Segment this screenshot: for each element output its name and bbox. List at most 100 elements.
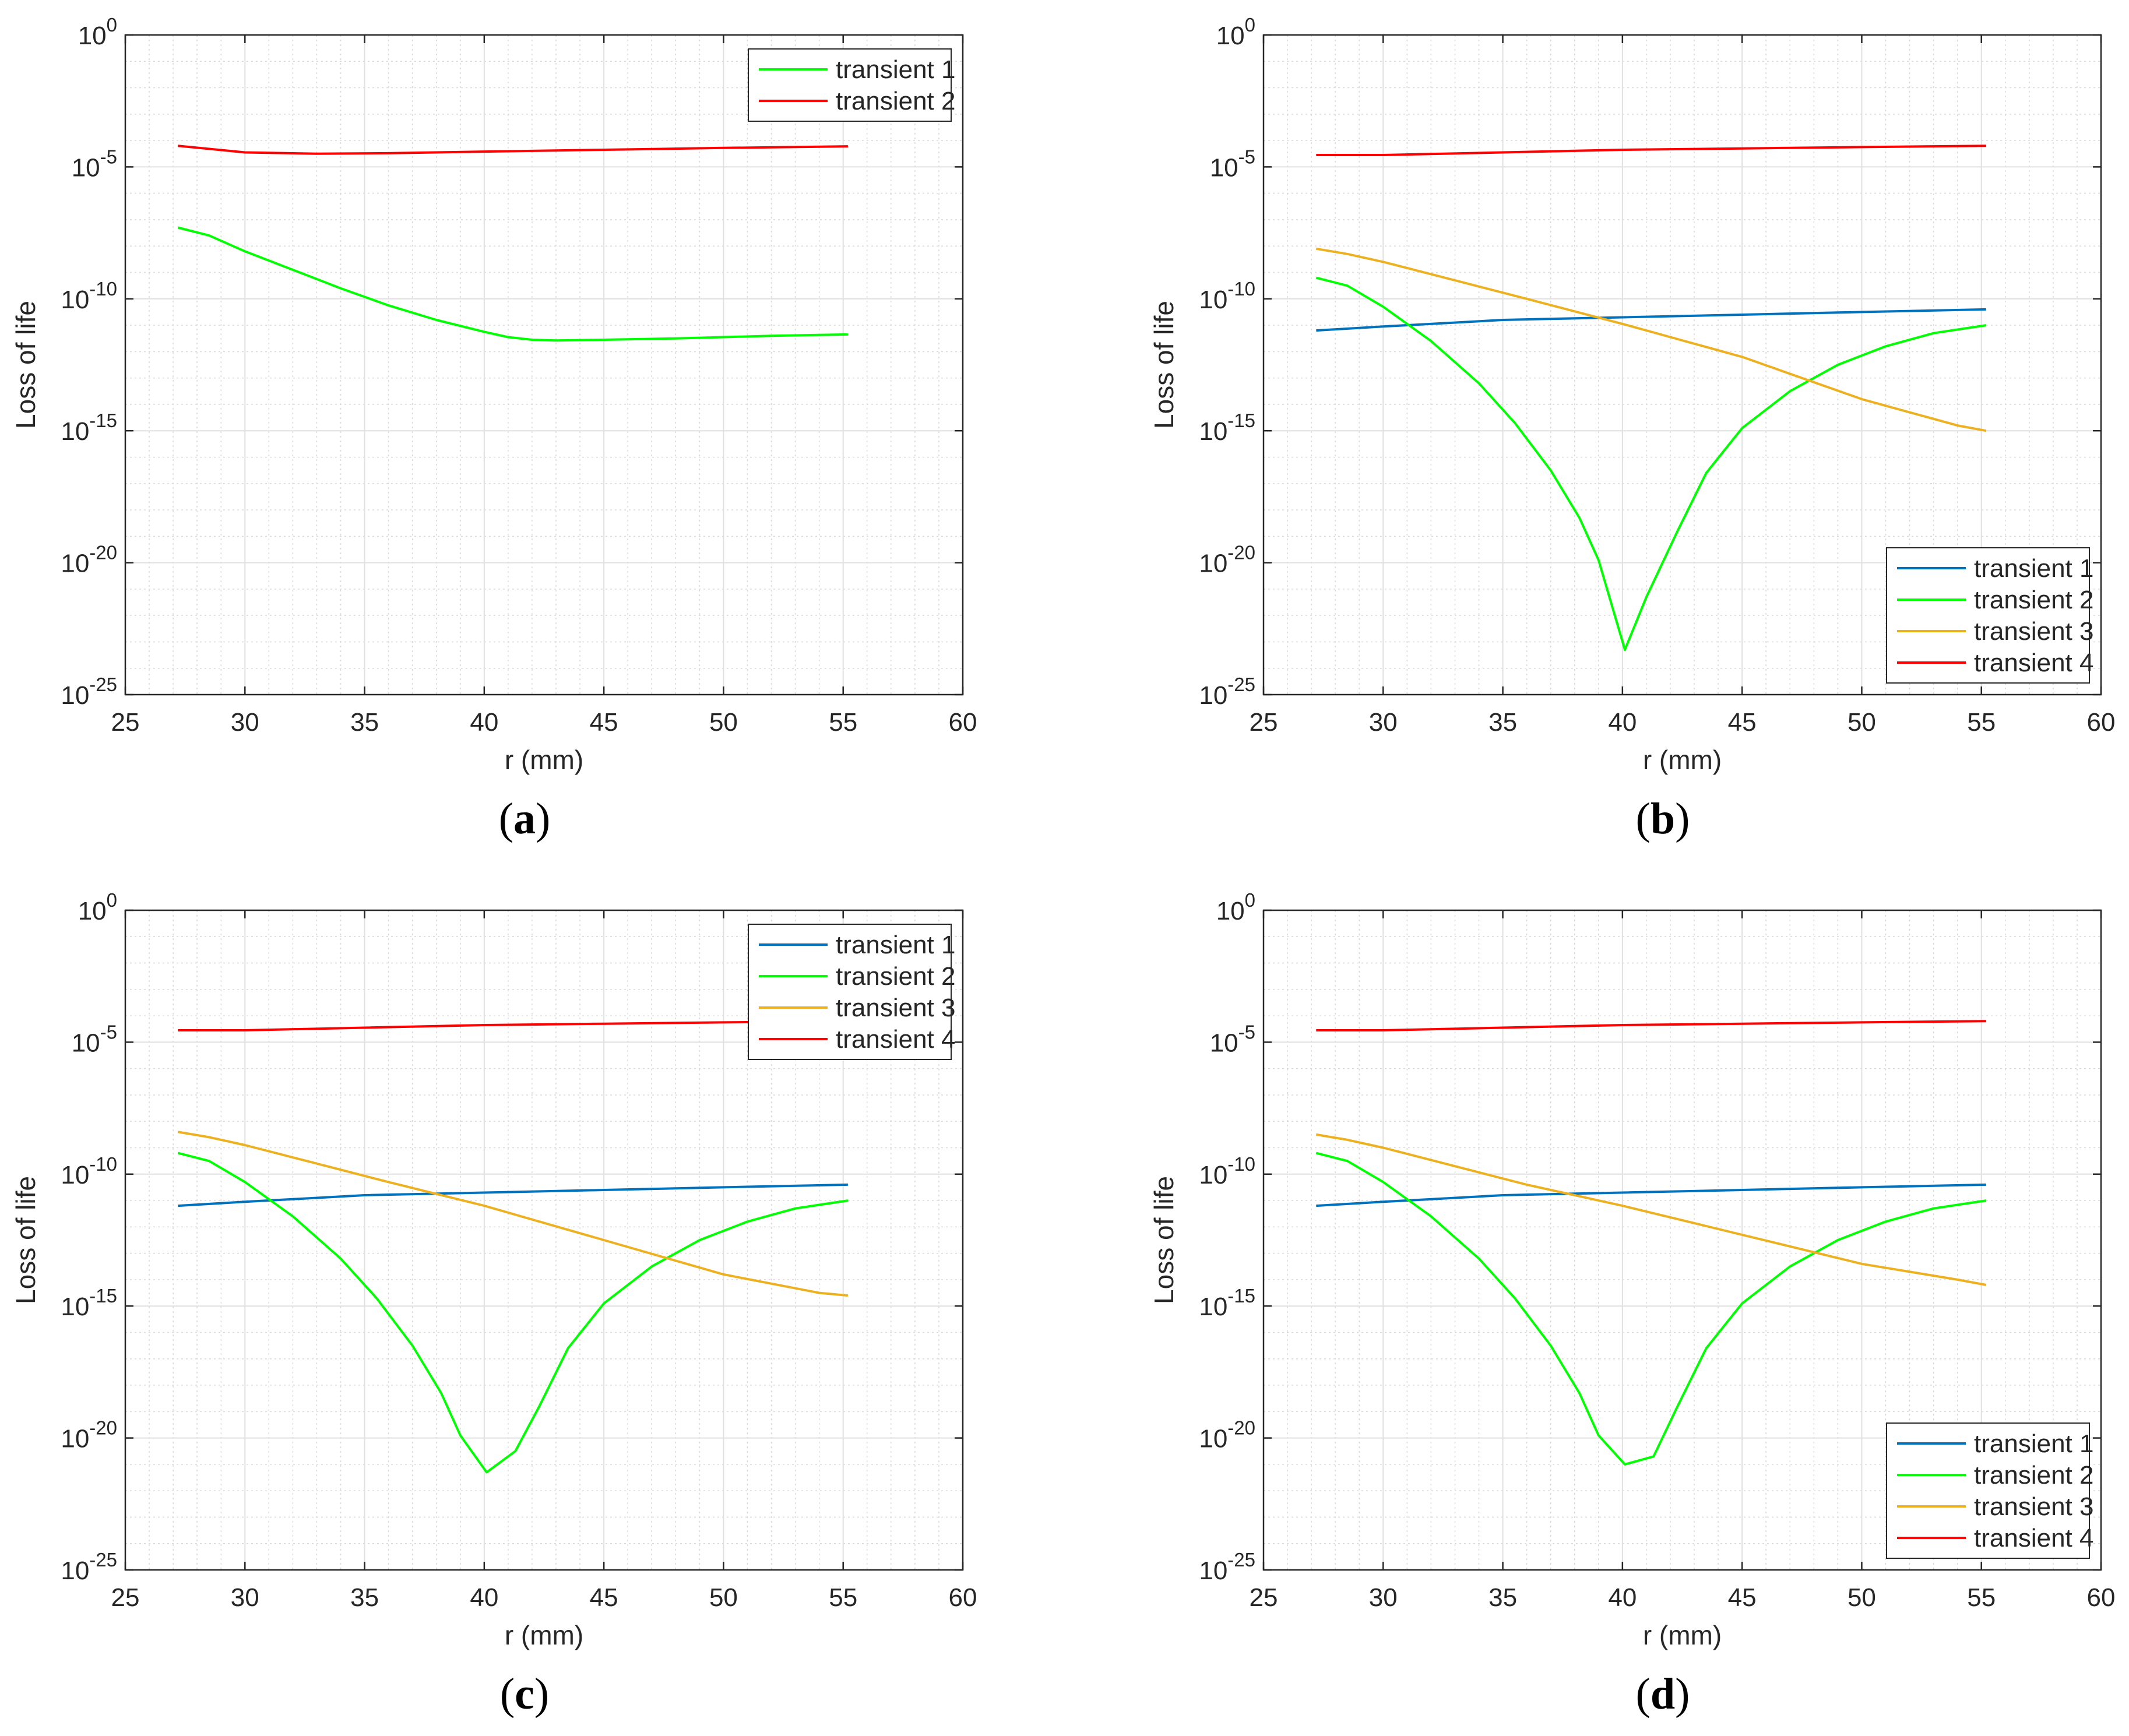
legend-entry-1: transient 1 <box>1974 554 2093 583</box>
y-tick-label: 10-25 <box>1199 1549 1255 1585</box>
x-tick-label: 35 <box>350 708 379 737</box>
x-axis-label: r (mm) <box>505 745 583 775</box>
legend-entry-4: transient 4 <box>1974 649 2093 677</box>
legend-entry-1: transient 1 <box>836 55 955 84</box>
x-tick-label: 25 <box>1250 708 1278 737</box>
y-tick-label: 10-20 <box>1199 1417 1255 1453</box>
x-tick-label: 55 <box>829 1583 857 1612</box>
legend: transient 1 transient 2 transient 3 transie… <box>748 924 955 1060</box>
y-tick-label: 100 <box>78 889 117 925</box>
y-tick-label: 10-10 <box>61 1153 117 1189</box>
axes-box <box>1262 909 2102 1571</box>
y-tick-label: 10-15 <box>61 1285 117 1321</box>
chart-panel-c: 25 30 35 40 45 50 55 60 10-25 10-20 10-15 10-10 10-5… <box>10 889 977 1719</box>
grid <box>125 35 963 695</box>
x-axis-label: r (mm) <box>1643 745 1722 775</box>
y-tick-label: 10-20 <box>61 1417 117 1453</box>
y-tick-label: 10-5 <box>72 1021 117 1057</box>
x-tick-label: 35 <box>350 1583 379 1612</box>
axes-box <box>1262 34 2102 696</box>
x-tick-label: 35 <box>1488 708 1517 737</box>
x-tick-label: 45 <box>1728 1583 1757 1612</box>
y-tick-label: 10-25 <box>61 1549 117 1585</box>
y-tick-label: 10-5 <box>1210 146 1255 182</box>
legend-entry-3: transient 3 <box>1974 617 2093 646</box>
series-line-3 <box>1315 247 1987 432</box>
x-tick-label: 45 <box>1728 708 1757 737</box>
y-tick-label: 10-10 <box>1199 278 1255 314</box>
y-tick-label: 10-25 <box>61 674 117 710</box>
series-line-2 <box>1315 276 1987 651</box>
panel-caption: (c) <box>500 1670 549 1719</box>
x-tick-label: 60 <box>949 1583 977 1612</box>
legend-entry-1: transient 1 <box>1974 1429 2093 1458</box>
x-tick-label: 35 <box>1488 1583 1517 1612</box>
legend-box <box>748 924 952 1060</box>
y-tick-label: 10-15 <box>1199 1285 1255 1321</box>
axes-box <box>124 909 964 1571</box>
legend-entry-2: transient 2 <box>1974 1461 2093 1489</box>
x-tick-label: 55 <box>1967 1583 1996 1612</box>
y-axis-label: Loss of life <box>10 301 41 429</box>
x-tick-label: 45 <box>590 1583 618 1612</box>
x-tick-label: 25 <box>111 1583 140 1612</box>
x-tick-label: 40 <box>1608 708 1637 737</box>
legend-entry-4: transient 4 <box>1974 1524 2093 1552</box>
plot-area <box>125 35 963 695</box>
legend-entry-3: transient 3 <box>1974 1492 2093 1521</box>
y-axis-label: Loss of life <box>1149 1176 1179 1304</box>
chart-panel-b: 25 30 35 40 45 50 55 60 10-25 10-20 10-15 10-10 10-5… <box>1149 14 2115 843</box>
x-tick-label: 30 <box>1369 708 1398 737</box>
x-tick-label: 60 <box>949 708 977 737</box>
series-line-1 <box>177 226 848 342</box>
series-line-4 <box>1316 1020 1986 1031</box>
legend: transient 1 transient 2 <box>748 48 955 122</box>
legend-entry-2: transient 2 <box>836 962 955 991</box>
y-tick-label: 10-5 <box>72 146 117 182</box>
x-axis-label: r (mm) <box>1643 1620 1722 1650</box>
panel-caption: (b) <box>1636 794 1690 843</box>
legend: transient 1 transient 2 transient 3 transie… <box>1886 547 2093 684</box>
series-line-4 <box>178 1020 848 1031</box>
x-tick-label: 55 <box>829 708 857 737</box>
y-tick-label: 100 <box>1216 14 1255 50</box>
x-tick-label: 25 <box>1250 1583 1278 1612</box>
x-tick-label: 60 <box>2087 708 2116 737</box>
x-tick-label: 50 <box>709 1583 738 1612</box>
chart-panel-d: 25 30 35 40 45 50 55 60 10-25 10-20 10-15 10-10 10-5… <box>1149 889 2115 1719</box>
y-tick-label: 10-20 <box>61 542 117 578</box>
series-line-1 <box>1316 1183 1986 1207</box>
x-tick-label: 30 <box>231 1583 259 1612</box>
x-tick-label: 30 <box>1369 1583 1398 1612</box>
x-tick-label: 40 <box>1608 1583 1637 1612</box>
legend-box <box>1886 547 2090 684</box>
legend-entry-4: transient 4 <box>836 1025 955 1054</box>
series-line-4 <box>1316 145 1986 156</box>
y-tick-label: 10-20 <box>1199 542 1255 578</box>
series-line-3 <box>177 1131 849 1297</box>
x-tick-label: 40 <box>470 708 498 737</box>
series-line-2 <box>177 1152 849 1474</box>
y-tick-label: 100 <box>78 14 117 50</box>
y-tick-label: 10-15 <box>1199 410 1255 446</box>
legend-box <box>748 48 952 122</box>
series-line-1 <box>178 1183 848 1207</box>
panel-caption: (d) <box>1636 1670 1690 1719</box>
series-line-2 <box>178 145 848 155</box>
y-tick-label: 10-25 <box>1199 674 1255 710</box>
legend-entry-2: transient 2 <box>1974 586 2093 614</box>
series-line-1 <box>1316 308 1986 332</box>
y-tick-label: 100 <box>1216 889 1255 925</box>
x-tick-label: 50 <box>1848 1583 1876 1612</box>
y-tick-label: 10-5 <box>1210 1021 1255 1057</box>
y-tick-label: 10-10 <box>61 278 117 314</box>
x-axis-label: r (mm) <box>505 1620 583 1650</box>
x-tick-label: 50 <box>709 708 738 737</box>
x-tick-label: 40 <box>470 1583 498 1612</box>
series-line-3 <box>1315 1133 1987 1286</box>
y-tick-label: 10-10 <box>1199 1153 1255 1189</box>
legend: transient 1 transient 2 transient 3 transie… <box>1886 1422 2093 1559</box>
x-tick-label: 55 <box>1967 708 1996 737</box>
series-line-2 <box>1315 1152 1987 1466</box>
